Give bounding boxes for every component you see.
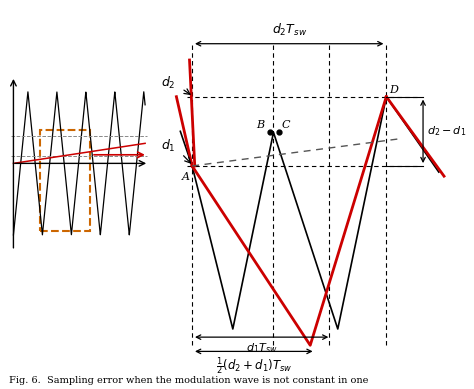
Text: Fig. 6.  Sampling error when the modulation wave is not constant in one: Fig. 6. Sampling error when the modulati… [9, 376, 369, 385]
Text: A: A [182, 172, 190, 182]
Text: $d_2 - d_1$: $d_2 - d_1$ [427, 124, 466, 138]
Text: $d_1$: $d_1$ [161, 138, 176, 154]
Text: C: C [282, 120, 290, 130]
Text: B: B [256, 120, 264, 130]
Bar [40, 130, 90, 231]
Text: $d_1 T_{sw}$: $d_1 T_{sw}$ [246, 341, 277, 355]
Text: $d_2 T_{sw}$: $d_2 T_{sw}$ [272, 21, 307, 38]
Text: $\frac{1}{2}(d_2 + d_1)T_{sw}$: $\frac{1}{2}(d_2 + d_1)T_{sw}$ [216, 356, 292, 377]
Text: D: D [389, 85, 398, 95]
Text: $d_2$: $d_2$ [161, 75, 176, 91]
